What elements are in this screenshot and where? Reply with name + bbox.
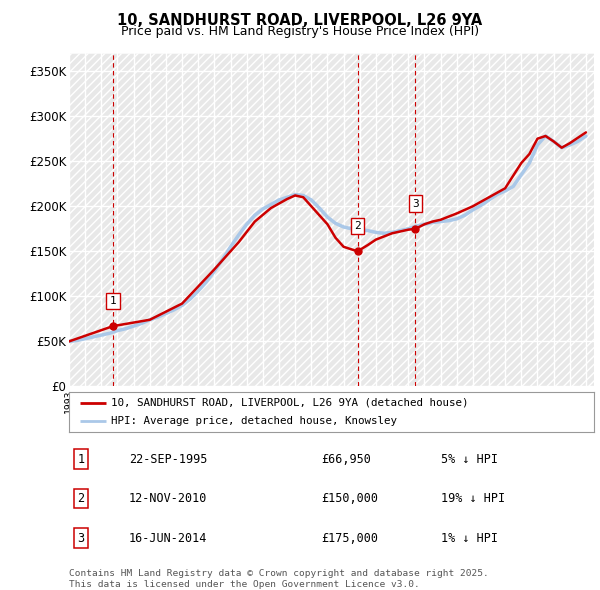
Text: 16-JUN-2014: 16-JUN-2014: [129, 532, 208, 545]
Text: £150,000: £150,000: [321, 492, 378, 505]
Text: 1: 1: [110, 296, 116, 306]
Text: 1% ↓ HPI: 1% ↓ HPI: [441, 532, 498, 545]
Text: 19% ↓ HPI: 19% ↓ HPI: [441, 492, 505, 505]
Text: £66,950: £66,950: [321, 453, 371, 466]
Text: Contains HM Land Registry data © Crown copyright and database right 2025.
This d: Contains HM Land Registry data © Crown c…: [69, 569, 489, 589]
Text: 22-SEP-1995: 22-SEP-1995: [129, 453, 208, 466]
Text: 3: 3: [412, 199, 419, 208]
Text: 3: 3: [77, 532, 85, 545]
Text: 2: 2: [77, 492, 85, 505]
Text: 10, SANDHURST ROAD, LIVERPOOL, L26 9YA (detached house): 10, SANDHURST ROAD, LIVERPOOL, L26 9YA (…: [111, 398, 469, 408]
Text: 1: 1: [77, 453, 85, 466]
Text: £175,000: £175,000: [321, 532, 378, 545]
Text: 12-NOV-2010: 12-NOV-2010: [129, 492, 208, 505]
Text: 10, SANDHURST ROAD, LIVERPOOL, L26 9YA: 10, SANDHURST ROAD, LIVERPOOL, L26 9YA: [118, 13, 482, 28]
Text: HPI: Average price, detached house, Knowsley: HPI: Average price, detached house, Know…: [111, 416, 397, 426]
Text: Price paid vs. HM Land Registry's House Price Index (HPI): Price paid vs. HM Land Registry's House …: [121, 25, 479, 38]
Text: 5% ↓ HPI: 5% ↓ HPI: [441, 453, 498, 466]
Text: 2: 2: [354, 221, 361, 231]
